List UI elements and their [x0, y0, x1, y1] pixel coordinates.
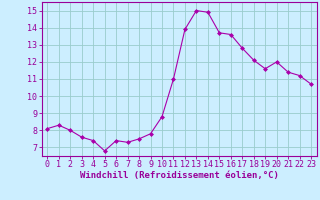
X-axis label: Windchill (Refroidissement éolien,°C): Windchill (Refroidissement éolien,°C)	[80, 171, 279, 180]
